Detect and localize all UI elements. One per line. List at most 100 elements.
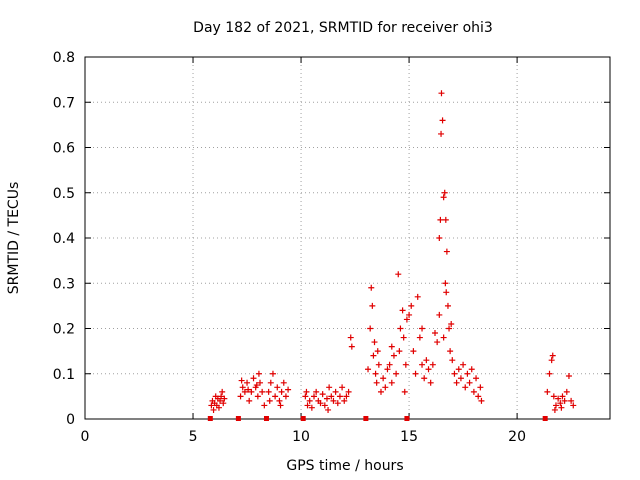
data-point (390, 352, 397, 359)
data-point (568, 397, 575, 404)
data-point (323, 395, 330, 402)
data-point (460, 361, 467, 368)
data-point (348, 343, 355, 350)
data-point (380, 375, 387, 382)
data-point (453, 379, 460, 386)
x-tick-label: 15 (400, 429, 418, 445)
data-point (325, 406, 332, 413)
zero-markers (207, 416, 548, 421)
y-tick-label: 0 (66, 412, 75, 428)
data-point (244, 379, 251, 386)
data-point (277, 402, 284, 409)
data-point (345, 388, 352, 395)
data-point (475, 393, 482, 400)
data-point (446, 325, 453, 332)
zero-marker (404, 416, 410, 421)
data-point (319, 391, 326, 398)
data-point (208, 402, 215, 409)
data-point (557, 400, 564, 407)
data-point (468, 366, 475, 373)
data-point (365, 366, 372, 373)
data-point (303, 388, 310, 395)
data-point (449, 357, 456, 364)
data-point (473, 375, 480, 382)
data-point (403, 316, 410, 323)
data-point (372, 370, 379, 377)
y-tick-label: 0.7 (53, 95, 75, 111)
data-point (248, 388, 255, 395)
y-tick-label: 0.6 (53, 141, 75, 157)
data-point (412, 370, 419, 377)
data-point (436, 311, 443, 318)
data-point (565, 373, 572, 380)
data-point (274, 384, 281, 391)
data-point (386, 361, 393, 368)
data-point (210, 406, 217, 413)
data-point (410, 348, 417, 355)
data-point (457, 375, 464, 382)
data-point (343, 393, 350, 400)
data-point (328, 393, 335, 400)
data-point (393, 370, 400, 377)
data-point (419, 325, 426, 332)
data-point (255, 370, 262, 377)
data-point (246, 397, 253, 404)
data-point (332, 388, 339, 395)
y-tick-label: 0.5 (53, 186, 75, 202)
data-point (278, 388, 285, 395)
data-point (238, 377, 245, 384)
zero-marker (542, 416, 548, 421)
data-point (266, 397, 273, 404)
data-point (406, 311, 413, 318)
data-point (285, 386, 292, 393)
data-point (304, 402, 311, 409)
data-point (317, 400, 324, 407)
data-point (396, 348, 403, 355)
data-point (442, 280, 449, 287)
data-point (259, 388, 266, 395)
data-point (239, 384, 246, 391)
data-point (451, 370, 458, 377)
data-point (399, 307, 406, 314)
data-point (369, 302, 376, 309)
data-point (429, 361, 436, 368)
data-point (416, 334, 423, 341)
data-point (561, 397, 568, 404)
data-point (367, 325, 374, 332)
data-point (250, 375, 257, 382)
data-point (477, 384, 484, 391)
data-point (384, 366, 391, 373)
data-point (397, 325, 404, 332)
data-point (401, 388, 408, 395)
x-tick-label: 0 (81, 429, 90, 445)
data-point (462, 384, 469, 391)
data-point (341, 397, 348, 404)
zero-marker (235, 416, 241, 421)
data-point (302, 393, 309, 400)
data-point (408, 302, 415, 309)
data-point (442, 216, 449, 223)
data-point (400, 334, 407, 341)
data-point (419, 361, 426, 368)
x-axis-label: GPS time / hours (286, 458, 403, 474)
data-point (237, 393, 244, 400)
y-tick-label: 0.2 (53, 322, 75, 338)
data-point (326, 384, 333, 391)
data-point (375, 361, 382, 368)
axis-ticks (84, 56, 610, 420)
grid-lines (85, 57, 610, 419)
zero-marker (207, 416, 213, 421)
data-point (443, 248, 450, 255)
data-point (265, 388, 272, 395)
data-point (388, 379, 395, 386)
data-point (425, 366, 432, 373)
data-point (448, 320, 455, 327)
x-tick-label: 5 (189, 429, 198, 445)
data-point (439, 117, 446, 124)
data-point (548, 357, 555, 364)
data-point (441, 189, 448, 196)
data-point (311, 393, 318, 400)
data-point (382, 384, 389, 391)
data-point (414, 293, 421, 300)
